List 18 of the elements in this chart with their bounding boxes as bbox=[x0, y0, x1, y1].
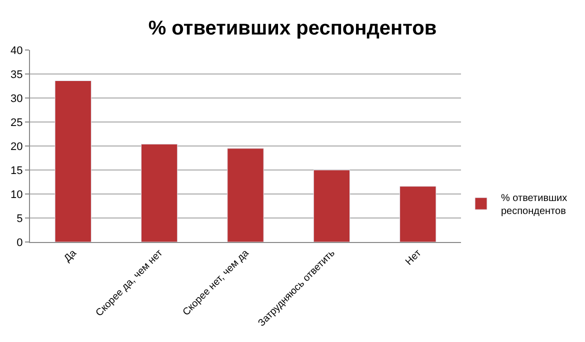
y-tick-label: 0 bbox=[16, 236, 23, 249]
bar bbox=[54, 80, 92, 242]
bar bbox=[140, 144, 178, 242]
y-tick-label: 30 bbox=[10, 92, 23, 105]
chart-title: % ответивших респондентов bbox=[148, 18, 437, 40]
y-tick-label: 40 bbox=[10, 44, 23, 57]
y-tick-label: 25 bbox=[10, 116, 23, 129]
bar bbox=[227, 148, 264, 242]
y-tick-label: 15 bbox=[10, 164, 23, 177]
bar bbox=[400, 186, 436, 242]
y-tick-label: 10 bbox=[10, 188, 23, 201]
bar bbox=[313, 170, 350, 242]
y-tick-label: 35 bbox=[10, 68, 23, 81]
legend-label: % ответивших респондентов bbox=[501, 193, 568, 217]
y-tick-label: 20 bbox=[10, 140, 23, 153]
x-tick-label: Да bbox=[62, 248, 80, 264]
y-tick-label: 5 bbox=[16, 212, 23, 225]
x-tick-label: Нет bbox=[404, 248, 424, 268]
